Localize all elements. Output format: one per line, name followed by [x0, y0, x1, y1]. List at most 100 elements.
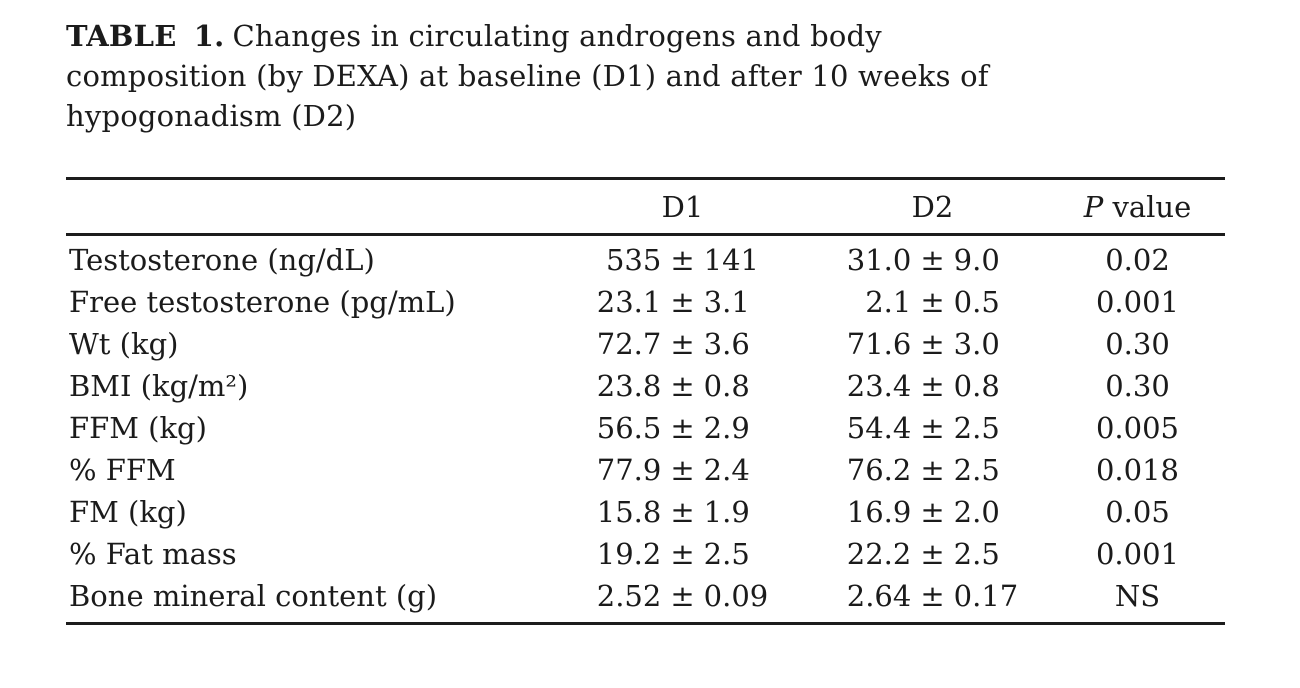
p-value-cell: NS: [1114, 579, 1161, 613]
p-value-cell: 0.018: [1095, 453, 1180, 487]
plus-minus-sign: ±: [920, 537, 945, 571]
plus-minus-sign: ±: [670, 411, 695, 445]
caption-line-3: hypogonadism (D2): [66, 99, 357, 133]
row-label: Wt (kg): [69, 327, 179, 361]
d2-mean: 2.64: [846, 579, 912, 613]
p-value-cell: 0.02: [1105, 243, 1170, 277]
caption-line-2: composition (by DEXA) at baseline (D1) a…: [66, 59, 989, 93]
p-value-word: value: [1112, 189, 1192, 224]
plus-minus-sign: ±: [670, 537, 695, 571]
table-row: Wt (kg) 72.7 ±3.6 71.6 ±3.0 0.30: [66, 323, 1225, 365]
d1-mean: 72.7: [596, 327, 662, 361]
d1-mean: 56.5: [596, 411, 662, 445]
plus-minus-sign: ±: [670, 453, 695, 487]
d1-sd: 2.4: [703, 453, 750, 487]
table-figure: TABLE 1. Changes in circulating androgens…: [66, 16, 1225, 625]
d2-sd: 0.8: [953, 369, 1000, 403]
p-value-cell: 0.001: [1095, 285, 1180, 319]
p-value-cell: 0.05: [1105, 495, 1170, 529]
d1-sd: 2.9: [703, 411, 750, 445]
d2-mean: 23.4: [846, 369, 912, 403]
d1-mean: 2.52: [596, 579, 662, 613]
column-header-p-value: P value: [1050, 178, 1225, 236]
plus-minus-sign: ±: [920, 243, 945, 277]
plus-minus-sign: ±: [920, 327, 945, 361]
plus-minus-sign: ±: [920, 495, 945, 529]
plus-minus-sign: ±: [670, 285, 695, 319]
row-label: % Fat mass: [69, 537, 237, 571]
d1-cell: 56.5 ±2.9: [550, 407, 815, 449]
d2-mean: 16.9: [846, 495, 912, 529]
plus-minus-sign: ±: [920, 453, 945, 487]
row-label: FFM (kg): [69, 411, 207, 445]
p-value-cell: 0.001: [1095, 537, 1180, 571]
d2-sd: 2.5: [953, 453, 1000, 487]
row-label: FM (kg): [69, 495, 187, 529]
d2-cell: 22.2 ±2.5: [815, 533, 1050, 575]
d1-cell: 77.9 ±2.4: [550, 449, 815, 491]
d1-sd: 3.1: [703, 285, 750, 319]
plus-minus-sign: ±: [670, 369, 695, 403]
d1-cell: 23.1 ±3.1: [550, 281, 815, 323]
plus-minus-sign: ±: [670, 243, 695, 277]
header-row: D1 D2 P value: [66, 178, 1225, 236]
row-label: Free testosterone (pg/mL): [69, 285, 456, 319]
d1-sd: 3.6: [703, 327, 750, 361]
d1-mean: 15.8: [596, 495, 662, 529]
plus-minus-sign: ±: [920, 411, 945, 445]
table-row: FFM (kg) 56.5 ±2.9 54.4 ±2.5 0.005: [66, 407, 1225, 449]
table-number-label: TABLE 1.: [66, 19, 225, 53]
d1-sd: 0.09: [703, 579, 769, 613]
d2-cell: 23.4 ±0.8: [815, 365, 1050, 407]
plus-minus-sign: ±: [920, 369, 945, 403]
d1-cell: 535 ±141: [550, 235, 815, 282]
d2-mean: 2.1: [865, 285, 912, 319]
data-table: D1 D2 P value Testosterone (ng/dL) 535 ±1…: [66, 177, 1225, 625]
table-caption: TABLE 1. Changes in circulating androgens…: [66, 16, 1225, 136]
p-value-cell: 0.005: [1095, 411, 1180, 445]
d2-cell: 16.9 ±2.0: [815, 491, 1050, 533]
p-value-cell: 0.30: [1105, 369, 1170, 403]
d2-sd: 0.5: [953, 285, 1000, 319]
d2-mean: 31.0: [846, 243, 912, 277]
table-row: % FFM 77.9 ±2.4 76.2 ±2.5 0.018: [66, 449, 1225, 491]
d2-mean: 54.4: [846, 411, 912, 445]
d1-sd: 0.8: [703, 369, 750, 403]
d1-cell: 23.8 ±0.8: [550, 365, 815, 407]
d1-mean: 77.9: [596, 453, 662, 487]
d2-mean: 71.6: [846, 327, 912, 361]
caption-text-1: Changes in circulating androgens and bod…: [232, 19, 882, 53]
d2-cell: 71.6 ±3.0: [815, 323, 1050, 365]
column-header-d2: D2: [815, 178, 1050, 236]
table-row: Free testosterone (pg/mL) 23.1 ±3.1 2.1 ±0…: [66, 281, 1225, 323]
table-row: FM (kg) 15.8 ±1.9 16.9 ±2.0 0.05: [66, 491, 1225, 533]
plus-minus-sign: ±: [920, 579, 945, 613]
d1-cell: 19.2 ±2.5: [550, 533, 815, 575]
d2-sd: 2.0: [953, 495, 1000, 529]
d1-mean: 19.2: [596, 537, 662, 571]
d2-sd: 2.5: [953, 537, 1000, 571]
d1-cell: 2.52 ±0.09: [550, 575, 815, 624]
table-row: BMI (kg/m²) 23.8 ±0.8 23.4 ±0.8 0.30: [66, 365, 1225, 407]
table-row: % Fat mass 19.2 ±2.5 22.2 ±2.5 0.001: [66, 533, 1225, 575]
row-label: Testosterone (ng/dL): [69, 243, 375, 277]
d2-sd: 2.5: [953, 411, 1000, 445]
d2-cell: 76.2 ±2.5: [815, 449, 1050, 491]
plus-minus-sign: ±: [670, 495, 695, 529]
plus-minus-sign: ±: [670, 327, 695, 361]
row-label: Bone mineral content (g): [69, 579, 438, 613]
d2-mean: 76.2: [846, 453, 912, 487]
d2-sd: 9.0: [953, 243, 1000, 277]
d2-sd: 0.17: [953, 579, 1019, 613]
d1-sd: 141: [703, 243, 760, 277]
p-value-cell: 0.30: [1105, 327, 1170, 361]
d2-cell: 2.1 ±0.5: [815, 281, 1050, 323]
d1-mean: 535: [605, 243, 662, 277]
d1-mean: 23.8: [596, 369, 662, 403]
table-row: Bone mineral content (g) 2.52 ±0.09 2.64 ±…: [66, 575, 1225, 624]
d2-mean: 22.2: [846, 537, 912, 571]
plus-minus-sign: ±: [920, 285, 945, 319]
d2-sd: 3.0: [953, 327, 1000, 361]
d1-sd: 2.5: [703, 537, 750, 571]
d1-mean: 23.1: [596, 285, 662, 319]
